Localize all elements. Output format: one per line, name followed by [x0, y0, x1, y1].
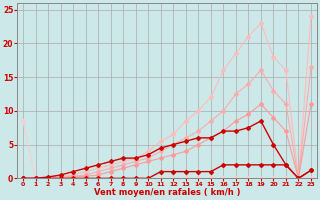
X-axis label: Vent moyen/en rafales ( km/h ): Vent moyen/en rafales ( km/h ) [94, 188, 240, 197]
